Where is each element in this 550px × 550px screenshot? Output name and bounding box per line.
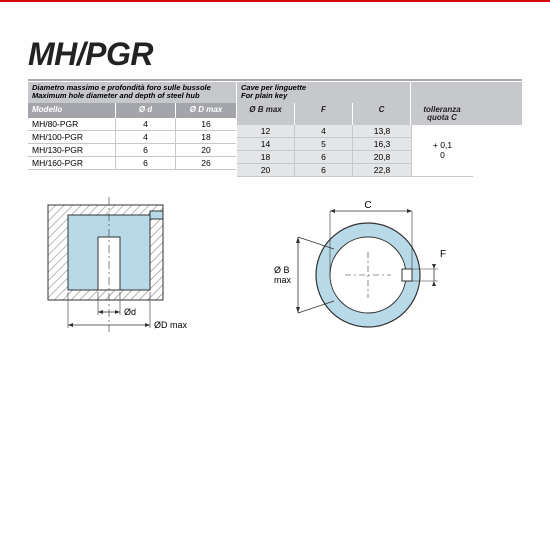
diagram-front: C F Ø B max	[238, 197, 458, 347]
right-header: Cave per linguette For plain key	[237, 82, 411, 103]
cell-bmax: 18	[237, 151, 295, 163]
cell-d: 4	[116, 131, 176, 143]
cell-d: 4	[116, 118, 176, 130]
col-odmax: Ø D max	[176, 103, 236, 118]
col-f: F	[295, 103, 353, 125]
label-odmax: ØD max	[154, 320, 188, 330]
table-row: MH/160-PGR626	[28, 157, 236, 170]
cell-dmax: 26	[176, 157, 236, 169]
tables-container: Diametro massimo e profondità foro sulle…	[28, 82, 522, 177]
cell-bmax: 20	[237, 164, 295, 176]
cell-model: MH/80-PGR	[28, 118, 116, 130]
cell-c: 13,8	[353, 125, 411, 137]
table-row: MH/80-PGR416	[28, 118, 236, 131]
blank-header	[411, 82, 473, 103]
table-row: 14516,3	[237, 138, 411, 151]
cell-c: 16,3	[353, 138, 411, 150]
cell-dmax: 18	[176, 131, 236, 143]
table-row: 12413,8	[237, 125, 411, 138]
cell-dmax: 16	[176, 118, 236, 130]
left-table: Diametro massimo e profondità foro sulle…	[28, 82, 236, 177]
label-od: Ød	[124, 307, 136, 317]
cell-dmax: 20	[176, 144, 236, 156]
col-tol: tolleranza quota C	[411, 103, 473, 125]
left-header: Diametro massimo e profondità foro sulle…	[28, 82, 236, 103]
table-row: MH/100-PGR418	[28, 131, 236, 144]
col-bmax: Ø B max	[237, 103, 295, 125]
label-obmax1: Ø B	[274, 265, 290, 275]
gray-divider	[28, 79, 522, 81]
cell-model: MH/130-PGR	[28, 144, 116, 156]
label-obmax2: max	[274, 275, 292, 285]
cell-model: MH/160-PGR	[28, 157, 116, 169]
right-header-en: For plain key	[241, 91, 287, 100]
cell-bmax: 14	[237, 138, 295, 150]
cell-f: 4	[295, 125, 353, 137]
cell-c: 22,8	[353, 164, 411, 176]
right-table: Cave per linguette For plain key Ø B max…	[237, 82, 522, 177]
tol-value: + 0,1 0	[411, 125, 473, 177]
cell-f: 5	[295, 138, 353, 150]
col-od: Ø d	[116, 103, 176, 118]
diagram-section: Ød ØD max	[38, 197, 218, 347]
table-row: 20622,8	[237, 164, 411, 177]
diagrams: Ød ØD max C	[28, 197, 522, 347]
cell-d: 6	[116, 157, 176, 169]
left-header-en: Maximum hole diameter and depth of steel…	[32, 91, 200, 100]
cell-f: 6	[295, 164, 353, 176]
cell-bmax: 12	[237, 125, 295, 137]
cell-c: 20,8	[353, 151, 411, 163]
cell-d: 6	[116, 144, 176, 156]
col-c: C	[353, 103, 411, 125]
label-f: F	[440, 249, 446, 260]
table-row: MH/130-PGR620	[28, 144, 236, 157]
table-row: 18620,8	[237, 151, 411, 164]
label-c: C	[364, 200, 371, 211]
col-modello: Modello	[28, 103, 116, 118]
page-title: MH/PGR	[28, 36, 522, 73]
cell-f: 6	[295, 151, 353, 163]
cell-model: MH/100-PGR	[28, 131, 116, 143]
